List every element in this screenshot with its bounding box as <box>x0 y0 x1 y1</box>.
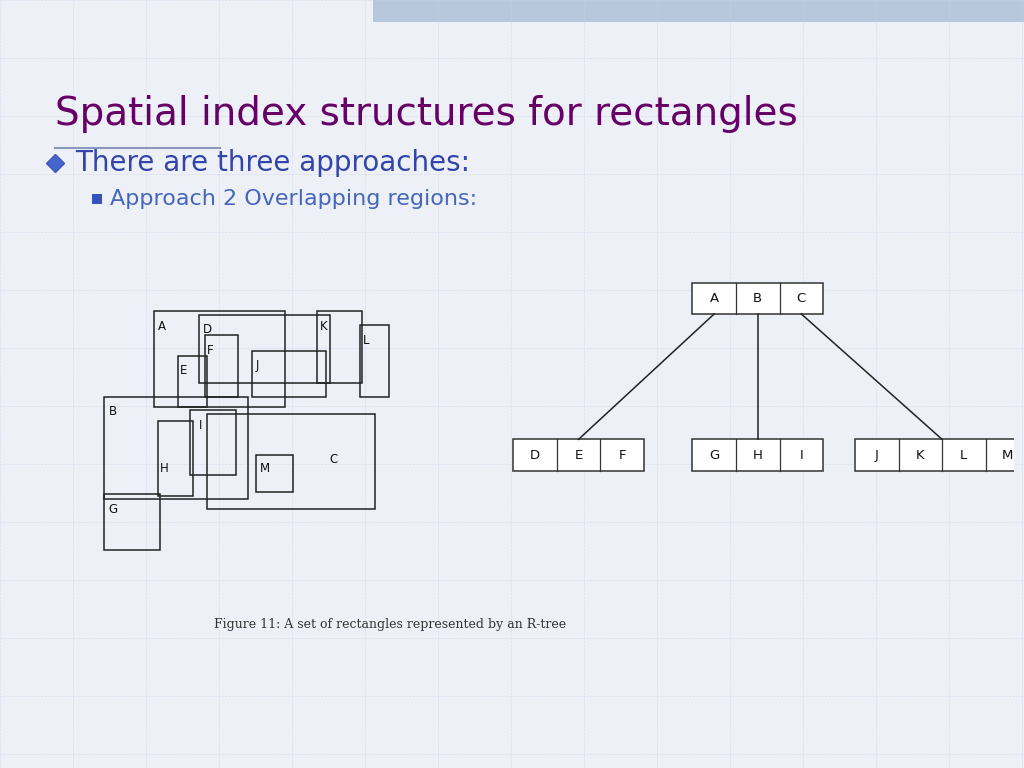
Bar <box>178 356 207 407</box>
Text: K: K <box>319 320 327 333</box>
Bar <box>199 315 330 383</box>
Bar <box>158 421 193 496</box>
Text: J: J <box>874 449 879 462</box>
Text: L: L <box>961 449 968 462</box>
Text: L: L <box>362 333 369 346</box>
Text: H: H <box>753 449 763 462</box>
Text: D: D <box>530 449 540 462</box>
Text: H: H <box>160 462 169 475</box>
Bar <box>104 494 160 551</box>
Text: Figure 11: A set of rectangles represented by an R-tree: Figure 11: A set of rectangles represent… <box>214 618 566 631</box>
Bar <box>154 312 285 407</box>
Text: B: B <box>109 406 117 419</box>
Bar <box>190 410 236 475</box>
Bar <box>513 439 644 471</box>
Bar <box>855 439 1024 471</box>
Bar <box>360 325 389 397</box>
Bar <box>252 351 326 397</box>
Text: I: I <box>800 449 803 462</box>
Text: A: A <box>710 292 719 305</box>
Text: D: D <box>203 323 212 336</box>
Bar <box>317 312 362 383</box>
Bar <box>92 194 102 204</box>
Text: M: M <box>1001 449 1013 462</box>
Text: B: B <box>754 292 762 305</box>
Text: I: I <box>199 419 202 432</box>
Text: E: E <box>574 449 583 462</box>
Bar <box>205 336 238 397</box>
Text: A: A <box>158 320 166 333</box>
Text: C: C <box>797 292 806 305</box>
Text: F: F <box>207 344 213 357</box>
Bar <box>692 283 823 314</box>
Bar <box>373 0 1024 22</box>
Text: K: K <box>916 449 925 462</box>
Text: E: E <box>180 364 187 377</box>
Text: G: G <box>709 449 720 462</box>
Bar <box>207 414 375 509</box>
Text: Spatial index structures for rectangles: Spatial index structures for rectangles <box>55 95 798 133</box>
Bar <box>256 455 293 492</box>
Bar <box>692 439 823 471</box>
Text: M: M <box>260 462 270 475</box>
Text: Approach 2 Overlapping regions:: Approach 2 Overlapping regions: <box>110 189 477 209</box>
Text: G: G <box>109 502 118 515</box>
Text: J: J <box>256 359 259 372</box>
Text: F: F <box>618 449 626 462</box>
Bar <box>104 397 248 499</box>
Text: C: C <box>330 453 338 466</box>
Text: There are three approaches:: There are three approaches: <box>75 149 470 177</box>
